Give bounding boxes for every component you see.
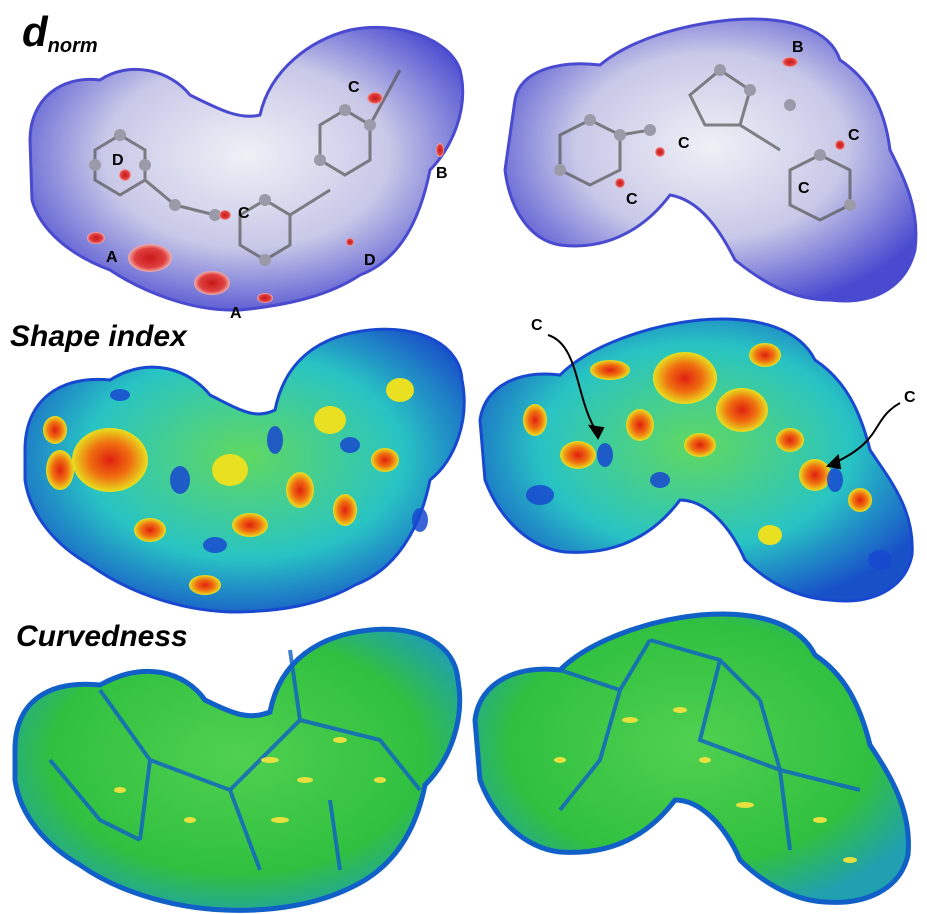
dnorm-surface-right (503, 17, 918, 303)
shape-right-patches (523, 343, 872, 545)
curvedness-surface-right (472, 611, 911, 905)
curv-right-ridges (558, 638, 861, 851)
dnorm-left-red-spots (87, 92, 444, 303)
arrow-c-left-head (587, 424, 605, 440)
dnorm-surface-left (28, 25, 465, 312)
label-c-8: C (904, 389, 916, 406)
shape-index-surface-left (23, 327, 466, 614)
dnorm-right-atoms (554, 64, 856, 211)
curv-right-shape (472, 611, 911, 905)
label-c-6: C (626, 191, 638, 208)
curv-left-ridges (48, 649, 422, 871)
label-d-1: D (112, 152, 124, 169)
label-c-3: C (678, 135, 690, 152)
dnorm-left-atoms (89, 104, 376, 266)
label-d-2: D (364, 252, 376, 269)
label-b-1: B (436, 165, 448, 182)
shape-right-arrows (547, 334, 901, 470)
point-labels: A A D D C C B B C C C C C C (106, 39, 916, 406)
title-dnorm-main: d (22, 8, 48, 55)
shape-index-surface-right (478, 317, 914, 603)
label-c-7: C (531, 317, 543, 334)
title-curvedness: Curvedness (16, 620, 188, 653)
label-a-2: A (230, 305, 242, 322)
title-dnorm-sub: norm (47, 35, 98, 57)
curv-right-flecks (554, 707, 857, 863)
dnorm-right-red-spots (615, 57, 845, 188)
label-c-2: C (238, 205, 250, 222)
label-c-1: C (348, 79, 360, 96)
label-b-2: B (792, 39, 804, 56)
label-a-1: A (106, 249, 118, 266)
curv-left-flecks (114, 737, 386, 823)
dnorm-right-shape (503, 17, 918, 303)
shape-right-shape (478, 317, 914, 603)
arrow-c-right (831, 402, 901, 465)
arrow-c-left (547, 334, 599, 435)
label-c-4: C (848, 127, 860, 144)
shape-left-patches (43, 378, 414, 595)
title-shape-index: Shape index (10, 320, 187, 353)
shape-right-blue-patches (526, 443, 892, 570)
title-dnorm: dnorm (22, 8, 98, 58)
arrow-c-right-head (825, 453, 842, 470)
curvedness-surface-left (12, 626, 463, 913)
shape-left-blue-patches (110, 389, 428, 553)
curv-left-shape (12, 626, 463, 913)
label-c-5: C (798, 180, 810, 197)
dnorm-left-shape (28, 25, 465, 312)
